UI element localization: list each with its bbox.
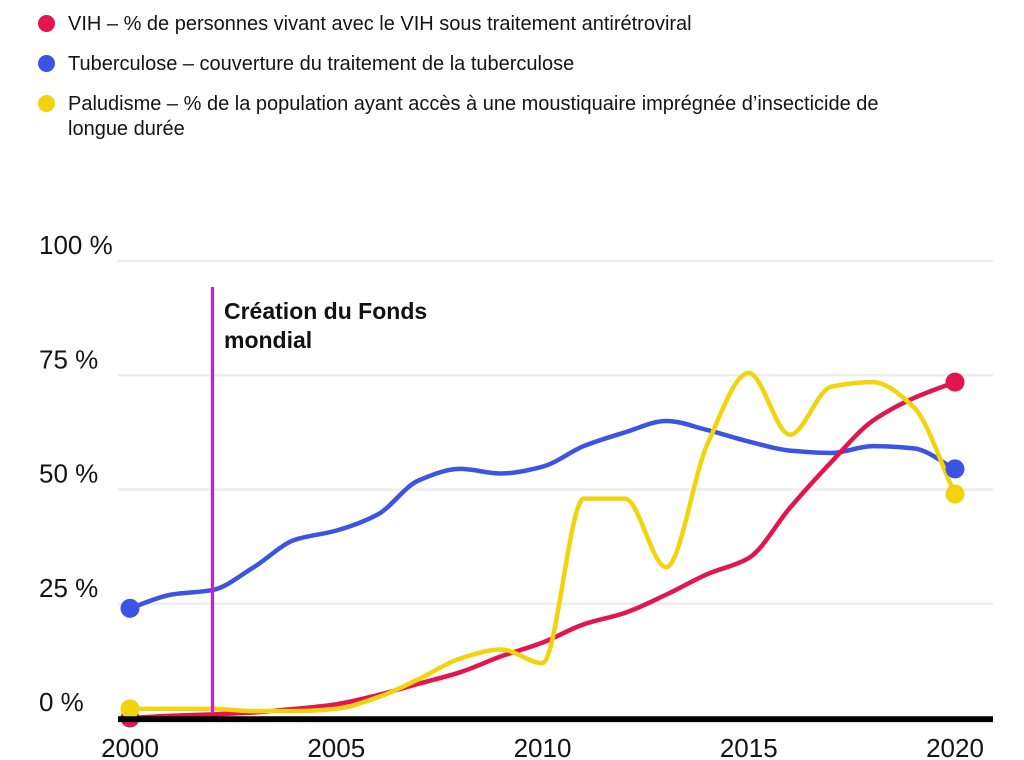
endpoint-dot-tuberculose-2000: [120, 598, 140, 618]
tuberculose-series-dot-icon: [38, 55, 55, 72]
legend-label-tuberculose: Tuberculose – couverture du traitement d…: [68, 53, 575, 75]
legend-label-vih: VIH – % de personnes vivant avec le VIH …: [68, 13, 692, 35]
annotation-global-fund: Création du Fonds mondial: [224, 298, 428, 353]
legend-label-paludisme: Paludisme – % de la population ayant acc…: [68, 93, 879, 140]
y-tick-label-100: 100 %: [39, 230, 113, 260]
legend: VIH – % de personnes vivant avec le VIH …: [38, 12, 898, 157]
series-line-tuberculose: [127, 418, 958, 611]
x-tick-label-2005: 2005: [307, 733, 365, 760]
endpoint-dot-tuberculose-2020: [945, 459, 965, 479]
x-tick-label-2015: 2015: [720, 733, 778, 760]
series-line-paludisme: [127, 370, 958, 714]
legend-item-vih: VIH – % de personnes vivant avec le VIH …: [38, 12, 898, 37]
y-tick-label-25: 25 %: [39, 573, 98, 603]
legend-item-paludisme: Paludisme – % de la population ayant acc…: [38, 92, 898, 142]
endpoint-dot-paludisme-2000: [120, 699, 140, 719]
series-line-vih: [127, 379, 958, 721]
y-tick-label-0: 0 %: [39, 687, 84, 717]
x-tick-label-2020: 2020: [926, 733, 984, 760]
endpoint-dot-vih-2020: [945, 372, 965, 392]
vih-series-dot-icon: [38, 15, 55, 32]
y-tick-label-50: 50 %: [39, 459, 98, 489]
endpoint-dot-paludisme-2020: [945, 484, 965, 504]
legend-item-tuberculose: Tuberculose – couverture du traitement d…: [38, 52, 898, 77]
paludisme-series-dot-icon: [38, 95, 55, 112]
x-tick-label-2000: 2000: [101, 733, 159, 760]
y-tick-label-75: 75 %: [39, 344, 98, 374]
x-tick-label-2010: 2010: [514, 733, 572, 760]
